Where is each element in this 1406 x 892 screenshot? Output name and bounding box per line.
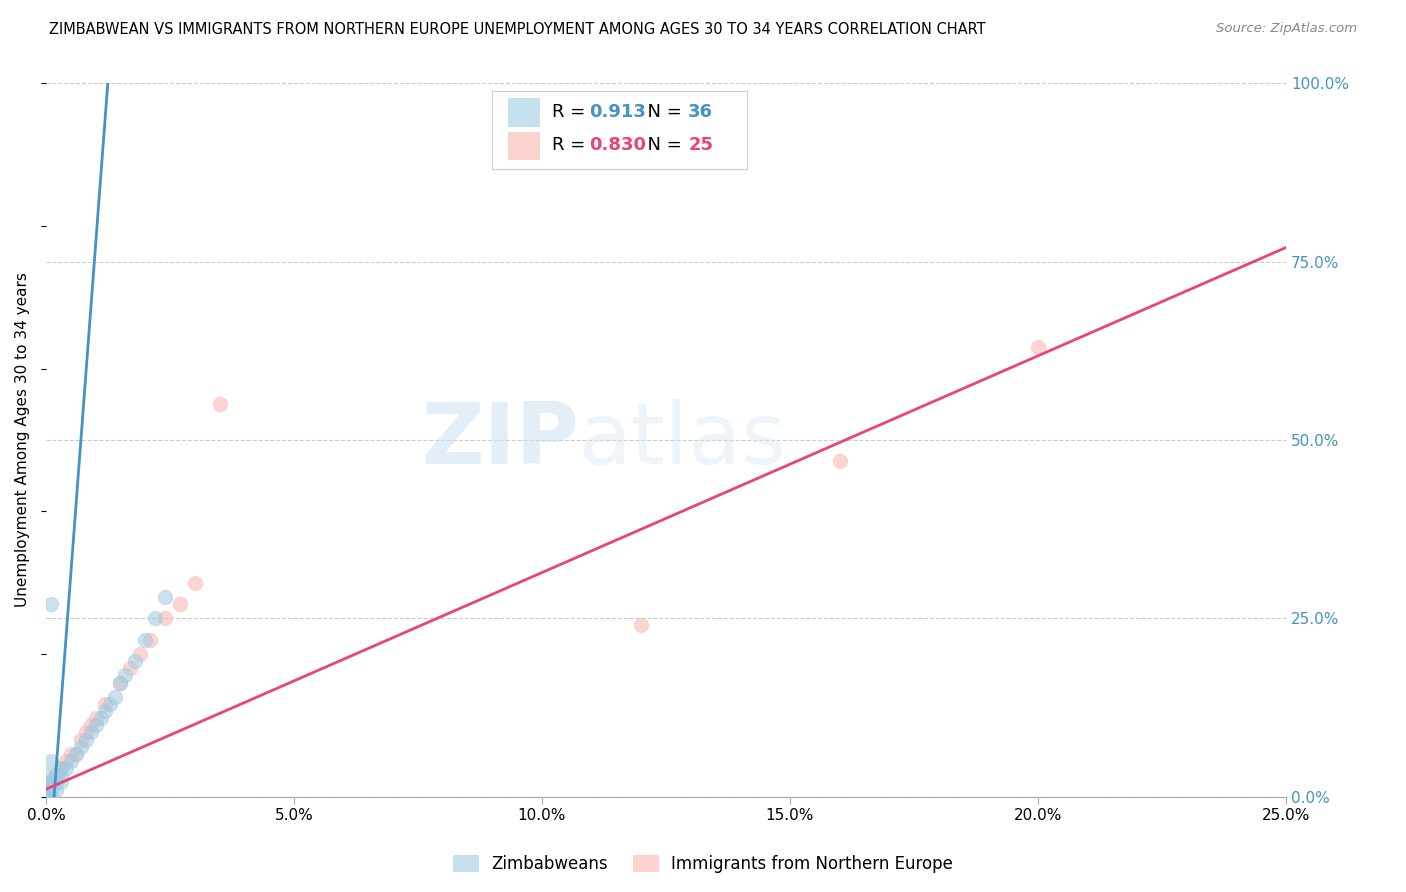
Point [79, 725, 101, 739]
Point [39, 597, 62, 611]
Point [39, 789, 62, 804]
Legend: Zimbabweans, Immigrants from Northern Europe: Zimbabweans, Immigrants from Northern Eu… [446, 848, 960, 880]
Point [35, 789, 58, 804]
Point [84, 711, 107, 725]
Point [59, 747, 82, 761]
Point [35, 789, 58, 804]
Point [59, 754, 82, 768]
Point [35, 789, 58, 804]
Point [120, 661, 142, 675]
Text: Source: ZipAtlas.com: Source: ZipAtlas.com [1216, 22, 1357, 36]
Point [828, 454, 851, 468]
Point [110, 675, 132, 690]
Text: 25: 25 [689, 136, 713, 154]
Point [184, 575, 207, 590]
Text: N =: N = [636, 136, 688, 154]
Point [39, 782, 62, 797]
Point [65, 747, 87, 761]
Text: R =: R = [553, 136, 591, 154]
Point [84, 718, 107, 732]
Point [65, 747, 87, 761]
Point [69, 732, 91, 747]
Text: N =: N = [636, 103, 688, 121]
Text: ZIP: ZIP [422, 399, 579, 482]
Point [75, 725, 97, 739]
Point [45, 782, 67, 797]
Point [1026, 340, 1049, 354]
Text: ZIMBABWEAN VS IMMIGRANTS FROM NORTHERN EUROPE UNEMPLOYMENT AMONG AGES 30 TO 34 Y: ZIMBABWEAN VS IMMIGRANTS FROM NORTHERN E… [49, 22, 986, 37]
Point [114, 668, 136, 682]
Text: 0.830: 0.830 [589, 136, 647, 154]
Text: atlas: atlas [579, 399, 787, 482]
Point [39, 775, 62, 789]
Point [94, 697, 117, 711]
Point [139, 632, 162, 647]
Text: 36: 36 [689, 103, 713, 121]
Point [169, 597, 191, 611]
Point [35, 782, 58, 797]
FancyBboxPatch shape [509, 98, 540, 126]
Point [49, 761, 72, 775]
Point [35, 768, 58, 782]
Point [35, 789, 58, 804]
Point [45, 768, 67, 782]
Point [45, 775, 67, 789]
Point [630, 618, 652, 632]
Point [110, 675, 132, 690]
Point [90, 711, 112, 725]
Point [39, 775, 62, 789]
Point [124, 654, 146, 668]
Point [35, 782, 58, 797]
Text: R =: R = [553, 103, 591, 121]
Point [69, 739, 91, 754]
Point [75, 732, 97, 747]
FancyBboxPatch shape [492, 91, 747, 169]
Point [39, 754, 62, 768]
FancyBboxPatch shape [509, 132, 540, 159]
Point [35, 789, 58, 804]
Y-axis label: Unemployment Among Ages 30 to 34 years: Unemployment Among Ages 30 to 34 years [15, 273, 30, 607]
Point [35, 775, 58, 789]
Point [134, 632, 156, 647]
Point [49, 761, 72, 775]
Point [104, 690, 127, 704]
Point [35, 782, 58, 797]
Point [100, 697, 122, 711]
Point [129, 647, 152, 661]
Point [55, 761, 77, 775]
Text: 0.913: 0.913 [589, 103, 645, 121]
Point [79, 718, 101, 732]
Point [153, 590, 176, 604]
Point [45, 768, 67, 782]
Point [143, 611, 166, 625]
Point [49, 775, 72, 789]
Point [208, 397, 231, 411]
Point [55, 754, 77, 768]
Point [35, 775, 58, 789]
Point [94, 704, 117, 718]
Point [153, 611, 176, 625]
Point [49, 768, 72, 782]
